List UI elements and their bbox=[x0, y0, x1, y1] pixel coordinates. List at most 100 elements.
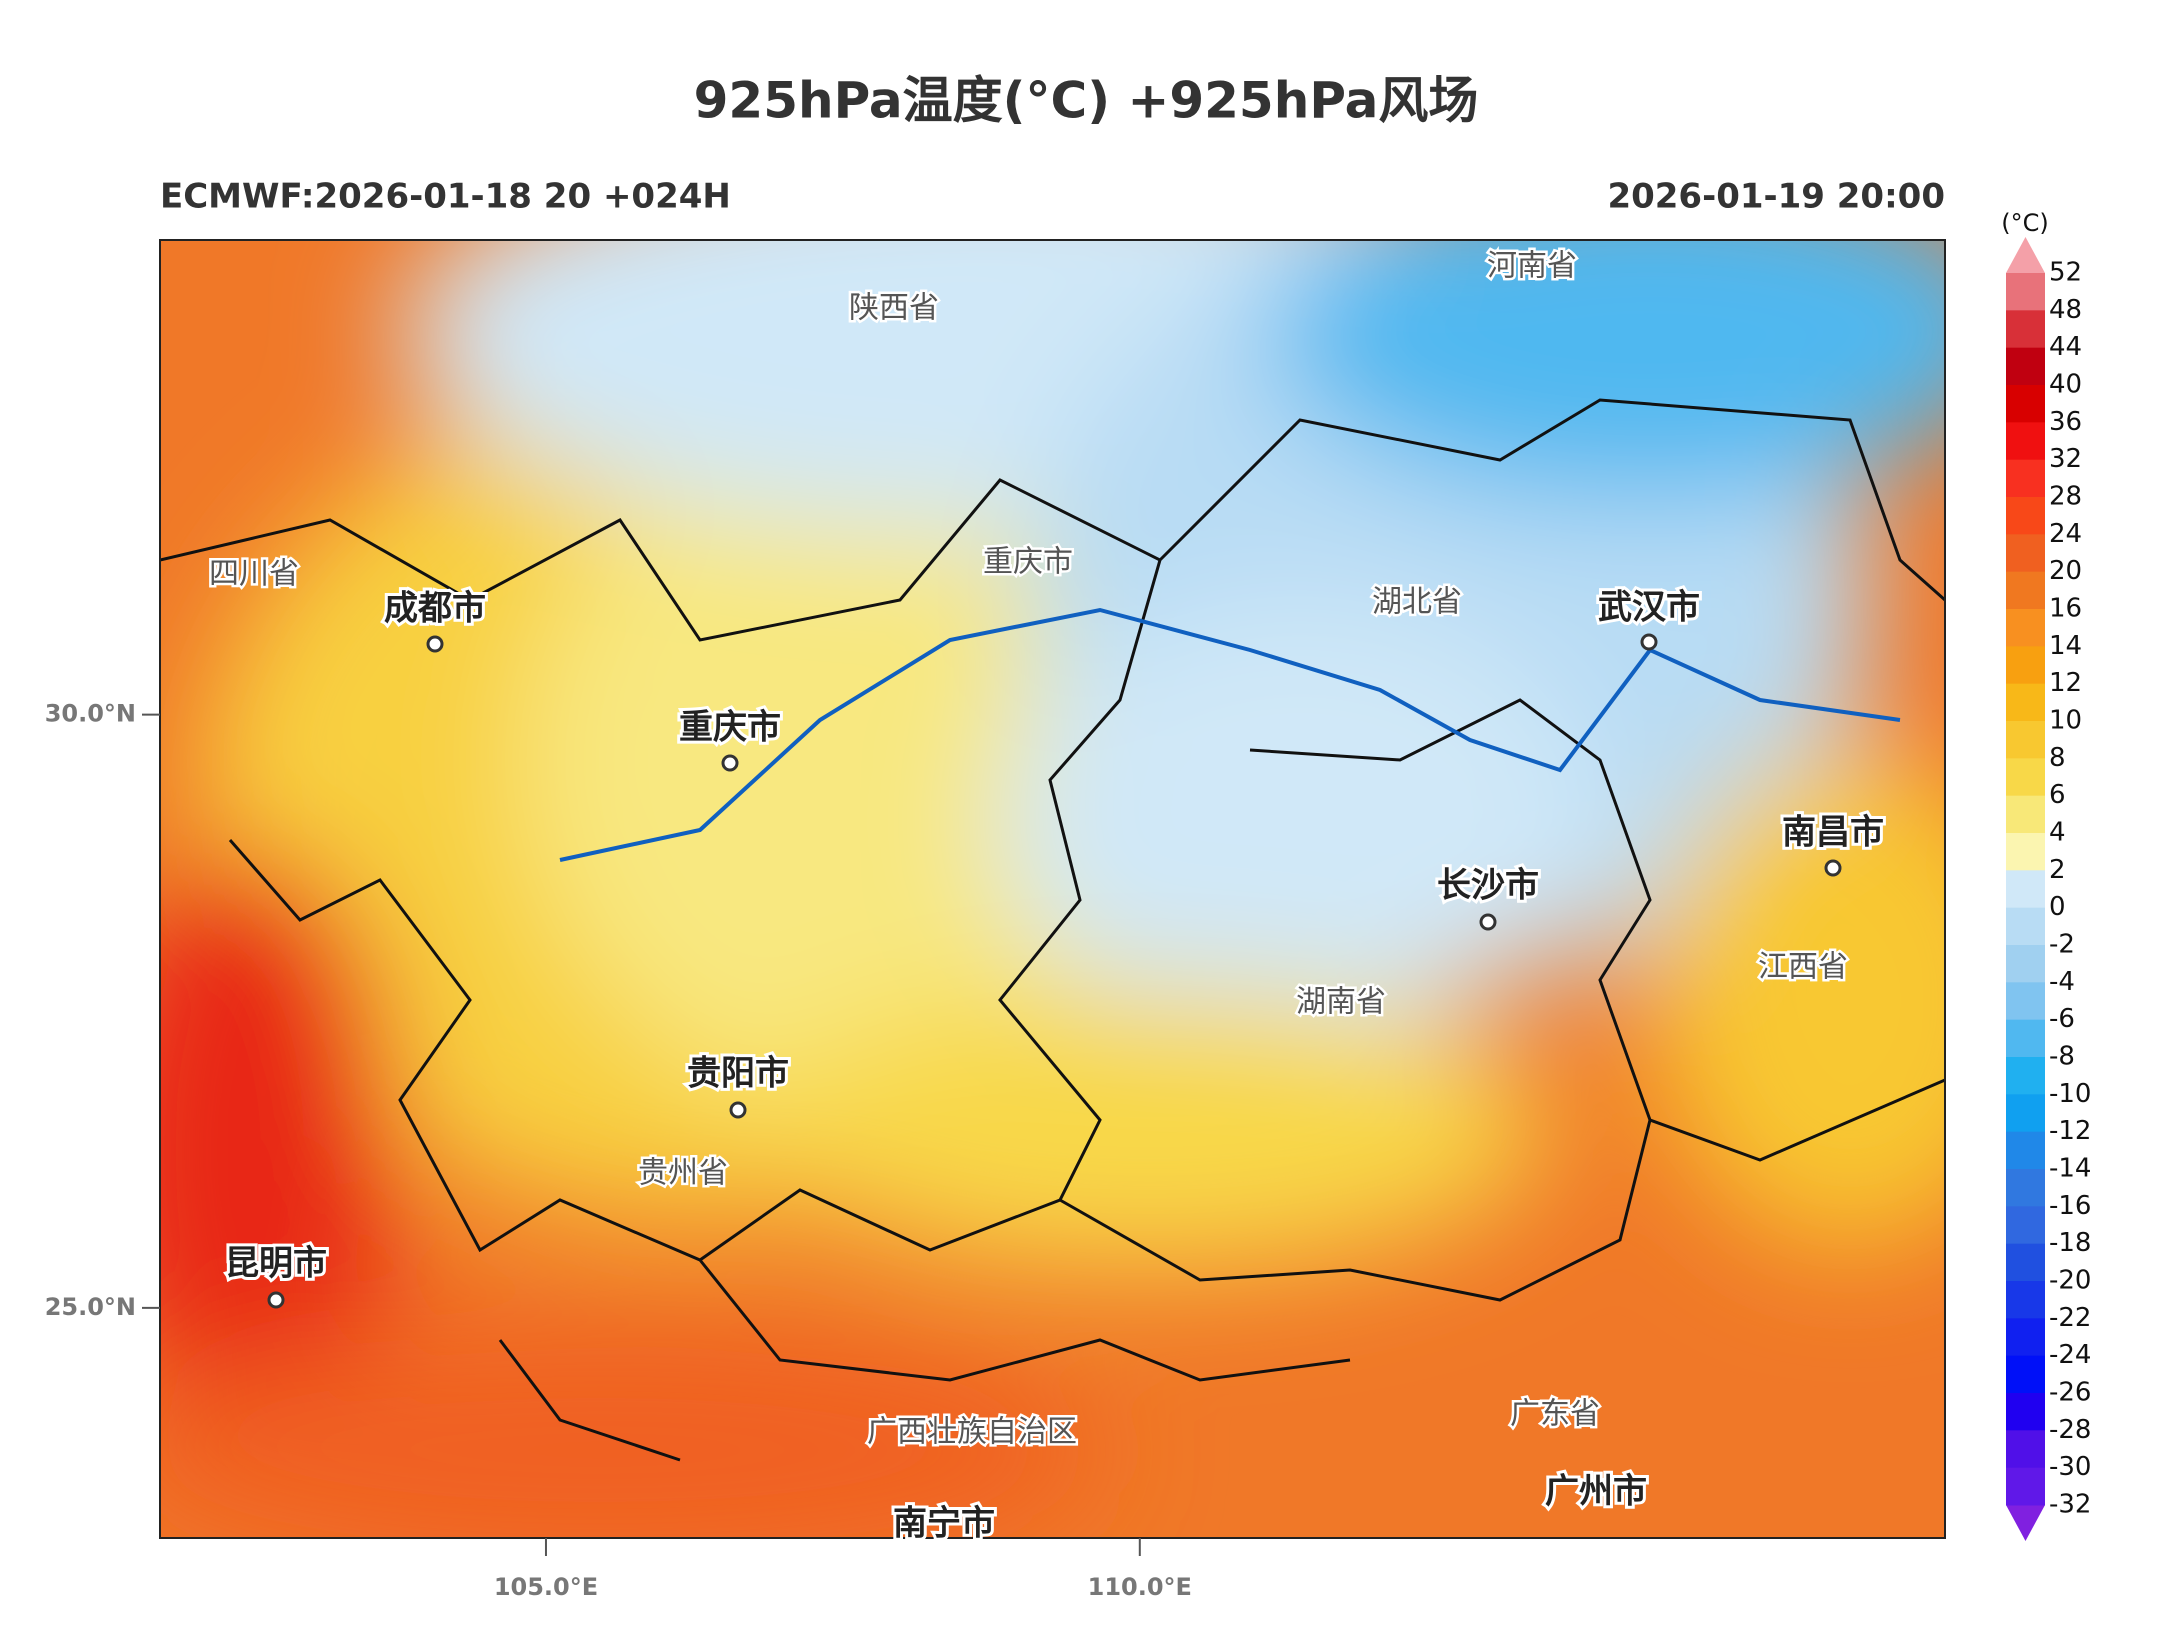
y-tick-label: 25.0°N bbox=[45, 1293, 136, 1321]
colorbar-bin bbox=[2006, 870, 2045, 909]
city-label: 南昌市 bbox=[1782, 813, 1884, 853]
colorbar-label: -24 bbox=[2049, 1340, 2091, 1370]
city-label: 长沙市 bbox=[1437, 866, 1539, 906]
colorbar-bin bbox=[2006, 571, 2045, 610]
colorbar-label: -14 bbox=[2049, 1154, 2091, 1184]
colorbar-label: 8 bbox=[2049, 743, 2066, 773]
colorbar-bin bbox=[2006, 497, 2045, 535]
province-label: 广东省 bbox=[1510, 1397, 1600, 1432]
colorbar-label: -18 bbox=[2049, 1228, 2091, 1258]
map-field bbox=[160, 240, 1945, 1538]
colorbar-label: 52 bbox=[2049, 258, 2082, 288]
colorbar-label: 12 bbox=[2049, 668, 2082, 698]
colorbar-label: -12 bbox=[2049, 1116, 2091, 1146]
title: 925hPa温度(°C) +925hPa风场 bbox=[694, 72, 1479, 130]
province-label: 江西省 bbox=[1758, 950, 1848, 985]
province-label: 湖南省 bbox=[1296, 985, 1386, 1020]
colorbar-bin bbox=[2006, 1355, 2045, 1394]
province-label: 重庆市 bbox=[983, 545, 1073, 580]
colorbar-bin bbox=[2006, 945, 2045, 983]
colorbar-over bbox=[2006, 237, 2045, 273]
city-label: 重庆市 bbox=[679, 708, 781, 748]
colorbar-bin bbox=[2006, 1318, 2045, 1357]
colorbar-bin bbox=[2006, 1281, 2045, 1319]
colorbar-label: -28 bbox=[2049, 1415, 2091, 1445]
colorbar-bin bbox=[2006, 1131, 2045, 1170]
province-label: 贵州省 bbox=[638, 1156, 728, 1191]
colorbar-label: 36 bbox=[2049, 407, 2082, 437]
colorbar-label: 48 bbox=[2049, 295, 2082, 325]
city-label: 南宁市 bbox=[893, 1504, 995, 1544]
city-label: 武汉市 bbox=[1598, 588, 1700, 628]
colorbar-bin bbox=[2006, 347, 2045, 386]
province-label: 河南省 bbox=[1487, 249, 1577, 284]
city-dot bbox=[426, 635, 444, 653]
colorbar-label: 32 bbox=[2049, 444, 2082, 474]
colorbar-label: -4 bbox=[2049, 967, 2075, 997]
colorbar-bin bbox=[2006, 422, 2045, 461]
colorbar-label: -6 bbox=[2049, 1004, 2075, 1034]
colorbar-unit: (°C) bbox=[2001, 209, 2048, 237]
colorbar-label: 24 bbox=[2049, 519, 2082, 549]
x-tick-label: 110.0°E bbox=[1088, 1573, 1192, 1601]
colorbar-bin bbox=[2006, 1467, 2045, 1506]
colorbar-bin bbox=[2006, 758, 2045, 797]
colorbar-bin bbox=[2006, 1393, 2045, 1431]
city-dot bbox=[729, 1101, 747, 1119]
colorbar-bin bbox=[2006, 609, 2045, 647]
province-label: 广西壮族自治区 bbox=[867, 1415, 1077, 1450]
city-dot bbox=[1479, 913, 1497, 931]
colorbar-bin bbox=[2006, 1430, 2045, 1469]
run-info: ECMWF:2026-01-18 20 +024H bbox=[160, 177, 731, 217]
colorbar-label: 6 bbox=[2049, 780, 2066, 810]
city-label: 贵阳市 bbox=[687, 1054, 789, 1094]
city-dot bbox=[1824, 859, 1842, 877]
colorbar-bin bbox=[2006, 534, 2045, 573]
city-label: 昆明市 bbox=[225, 1244, 327, 1284]
province-label: 湖北省 bbox=[1372, 585, 1462, 620]
province-label: 四川省 bbox=[209, 557, 299, 592]
city-dot bbox=[1640, 633, 1658, 651]
colorbar-label: -32 bbox=[2049, 1490, 2091, 1520]
colorbar-label: 44 bbox=[2049, 332, 2082, 362]
colorbar-label: -10 bbox=[2049, 1079, 2091, 1109]
city-dot bbox=[721, 754, 739, 772]
city-label: 广州市 bbox=[1545, 1472, 1647, 1512]
colorbar-bin bbox=[2006, 721, 2045, 759]
colorbar-bin bbox=[2006, 1094, 2045, 1133]
colorbar-bin bbox=[2006, 833, 2045, 871]
colorbar-bin bbox=[2006, 385, 2045, 423]
colorbar-label: 20 bbox=[2049, 556, 2082, 586]
colorbar-bin bbox=[2006, 646, 2045, 685]
colorbar-bin bbox=[2006, 795, 2045, 834]
colorbar-label: -30 bbox=[2049, 1452, 2091, 1482]
colorbar-bin bbox=[2006, 1169, 2045, 1207]
colorbar-label: 40 bbox=[2049, 370, 2082, 400]
colorbar-bin bbox=[2006, 907, 2045, 946]
colorbar-label: 14 bbox=[2049, 631, 2082, 661]
colorbar-label: 4 bbox=[2049, 818, 2066, 848]
colorbar-label: -20 bbox=[2049, 1266, 2091, 1296]
x-tick-label: 105.0°E bbox=[494, 1573, 598, 1601]
colorbar-bin bbox=[2006, 683, 2045, 722]
colorbar-label: -8 bbox=[2049, 1042, 2075, 1072]
province-label: 陕西省 bbox=[849, 291, 939, 326]
colorbar-bin bbox=[2006, 459, 2045, 498]
valid-time: 2026-01-19 20:00 bbox=[1607, 177, 1945, 217]
map-frame bbox=[159, 239, 1946, 1539]
city-markers bbox=[267, 633, 1842, 1309]
colorbar-label: 16 bbox=[2049, 594, 2082, 624]
city-label: 成都市 bbox=[384, 589, 486, 629]
colorbar-bin bbox=[2006, 310, 2045, 349]
colorbar-label: 2 bbox=[2049, 855, 2066, 885]
colorbar-bin bbox=[2006, 1243, 2045, 1282]
colorbar-bin bbox=[2006, 273, 2045, 311]
colorbar-label: 10 bbox=[2049, 706, 2082, 736]
colorbar-bin bbox=[2006, 1019, 2045, 1058]
colorbar-under bbox=[2006, 1505, 2045, 1541]
city-dot bbox=[267, 1291, 285, 1309]
colorbar-label: -26 bbox=[2049, 1378, 2091, 1408]
colorbar-label: -2 bbox=[2049, 930, 2075, 960]
place-labels: 陕西省 河南省 四川省 成都市 重庆市 重庆市 湖北省 武汉市 南昌市 长沙市 … bbox=[207, 246, 1888, 1547]
